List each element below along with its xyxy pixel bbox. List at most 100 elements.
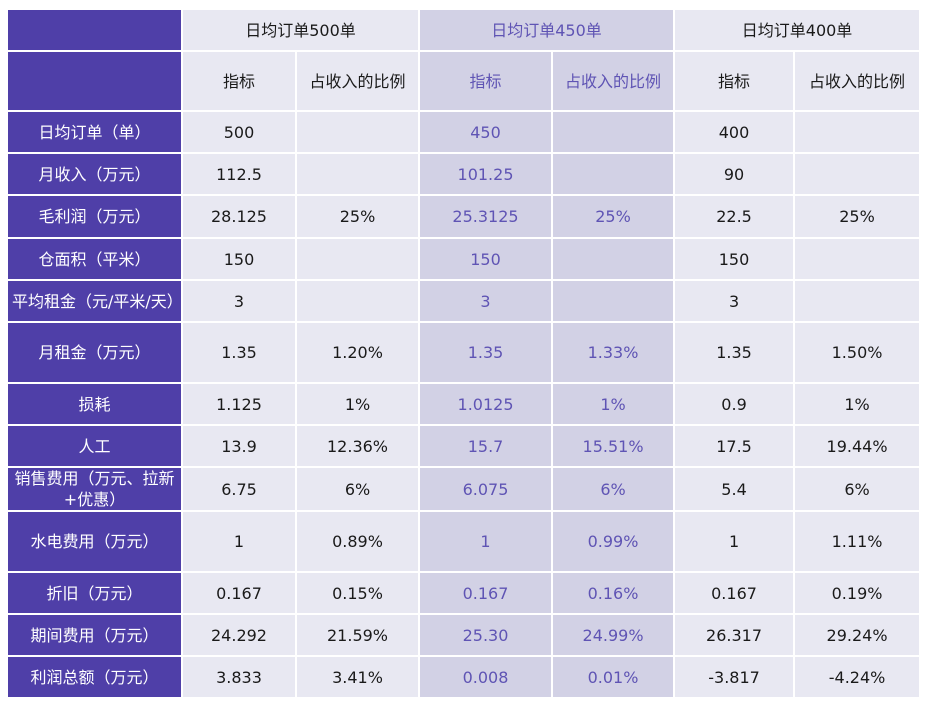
row-label: 销售费用（万元、拉新+优惠） — [8, 468, 183, 512]
cell-metric-500: 24.292 — [183, 615, 297, 657]
cell-metric-450: 0.008 — [420, 657, 554, 699]
scenario-header-500: 日均订单500单 — [183, 10, 421, 52]
subheader-metric: 指标 — [675, 52, 796, 112]
subheader-metric: 指标 — [420, 52, 554, 112]
cell-ratio-400: -4.24% — [795, 657, 922, 699]
cell-ratio-450: 0.01% — [553, 657, 676, 699]
cell-metric-450: 1.0125 — [420, 384, 554, 426]
cell-ratio-400 — [795, 154, 922, 196]
cell-metric-500: 0.167 — [183, 573, 297, 615]
cell-metric-500: 112.5 — [183, 154, 297, 196]
cell-metric-400: -3.817 — [675, 657, 796, 699]
cell-metric-500: 3 — [183, 281, 297, 323]
table-row: 人工 13.9 12.36% 15.7 15.51% 17.5 19.44% — [8, 426, 922, 468]
table-row: 销售费用（万元、拉新+优惠） 6.75 6% 6.075 6% 5.4 6% — [8, 468, 922, 512]
cell-ratio-400: 0.19% — [795, 573, 922, 615]
cell-ratio-450: 6% — [553, 468, 676, 512]
cell-metric-400: 0.9 — [675, 384, 796, 426]
scenario-header-450: 日均订单450单 — [420, 10, 676, 52]
cell-ratio-500 — [297, 239, 421, 281]
cell-metric-450: 15.7 — [420, 426, 554, 468]
subheader-ratio: 占收入的比例 — [553, 52, 676, 112]
cell-ratio-400: 1.11% — [795, 512, 922, 573]
cell-ratio-500: 12.36% — [297, 426, 421, 468]
cell-metric-450: 101.25 — [420, 154, 554, 196]
cell-ratio-450 — [553, 239, 676, 281]
cell-metric-500: 3.833 — [183, 657, 297, 699]
cell-metric-450: 6.075 — [420, 468, 554, 512]
cell-ratio-500: 6% — [297, 468, 421, 512]
cell-metric-500: 150 — [183, 239, 297, 281]
table-row: 损耗 1.125 1% 1.0125 1% 0.9 1% — [8, 384, 922, 426]
cell-ratio-450: 0.99% — [553, 512, 676, 573]
subheader-metric: 指标 — [183, 52, 297, 112]
cell-metric-450: 0.167 — [420, 573, 554, 615]
cell-metric-500: 13.9 — [183, 426, 297, 468]
table-row: 水电费用（万元） 1 0.89% 1 0.99% 1 1.11% — [8, 512, 922, 573]
cell-ratio-500 — [297, 154, 421, 196]
table-row: 毛利润（万元） 28.125 25% 25.3125 25% 22.5 25% — [8, 196, 922, 239]
subheader-ratio: 占收入的比例 — [297, 52, 421, 112]
cell-metric-400: 400 — [675, 112, 796, 154]
table-row: 期间费用（万元） 24.292 21.59% 25.30 24.99% 26.317 29.… — [8, 615, 922, 657]
cell-ratio-400: 1% — [795, 384, 922, 426]
cell-metric-450: 25.3125 — [420, 196, 554, 239]
cell-metric-400: 0.167 — [675, 573, 796, 615]
cell-ratio-400: 1.50% — [795, 323, 922, 384]
cell-ratio-450: 1% — [553, 384, 676, 426]
table-row: 日均订单（单） 500 450 400 — [8, 112, 922, 154]
table-row: 平均租金（元/平米/天） 3 3 3 — [8, 281, 922, 323]
cell-ratio-500: 0.15% — [297, 573, 421, 615]
cell-metric-400: 5.4 — [675, 468, 796, 512]
cell-metric-400: 90 — [675, 154, 796, 196]
row-label: 日均订单（单） — [8, 112, 183, 154]
cell-metric-400: 17.5 — [675, 426, 796, 468]
cell-metric-400: 150 — [675, 239, 796, 281]
cell-metric-500: 6.75 — [183, 468, 297, 512]
subheader-ratio: 占收入的比例 — [795, 52, 922, 112]
row-label: 折旧（万元） — [8, 573, 183, 615]
cell-ratio-500 — [297, 281, 421, 323]
row-label: 期间费用（万元） — [8, 615, 183, 657]
cell-ratio-400: 6% — [795, 468, 922, 512]
cell-ratio-450: 0.16% — [553, 573, 676, 615]
cell-ratio-450: 15.51% — [553, 426, 676, 468]
cell-ratio-400 — [795, 281, 922, 323]
row-label: 利润总额（万元） — [8, 657, 183, 699]
cell-metric-450: 1 — [420, 512, 554, 573]
corner-cell — [8, 10, 183, 52]
cell-ratio-500: 1% — [297, 384, 421, 426]
cell-metric-400: 1.35 — [675, 323, 796, 384]
table-row: 折旧（万元） 0.167 0.15% 0.167 0.16% 0.167 0.19% — [8, 573, 922, 615]
cell-metric-400: 26.317 — [675, 615, 796, 657]
cell-ratio-500: 3.41% — [297, 657, 421, 699]
scenario-header-row: 日均订单500单 日均订单450单 日均订单400单 — [8, 10, 922, 52]
cell-ratio-500: 1.20% — [297, 323, 421, 384]
row-label: 毛利润（万元） — [8, 196, 183, 239]
scenario-header-400: 日均订单400单 — [675, 10, 922, 52]
cell-ratio-500: 25% — [297, 196, 421, 239]
cell-metric-500: 28.125 — [183, 196, 297, 239]
row-label: 月租金（万元） — [8, 323, 183, 384]
cell-ratio-500: 21.59% — [297, 615, 421, 657]
cell-ratio-400: 29.24% — [795, 615, 922, 657]
table-row: 仓面积（平米） 150 150 150 — [8, 239, 922, 281]
scenario-comparison-table: 日均订单500单 日均订单450单 日均订单400单 指标 占收入的比例 指标 … — [8, 10, 922, 699]
cell-metric-450: 450 — [420, 112, 554, 154]
cell-metric-500: 1.125 — [183, 384, 297, 426]
row-label: 人工 — [8, 426, 183, 468]
cell-ratio-400: 25% — [795, 196, 922, 239]
cell-metric-400: 22.5 — [675, 196, 796, 239]
row-label: 水电费用（万元） — [8, 512, 183, 573]
cell-ratio-450 — [553, 112, 676, 154]
cell-ratio-500 — [297, 112, 421, 154]
cell-metric-400: 3 — [675, 281, 796, 323]
table-row: 利润总额（万元） 3.833 3.41% 0.008 0.01% -3.817 -4.24% — [8, 657, 922, 699]
cell-metric-450: 150 — [420, 239, 554, 281]
row-label: 平均租金（元/平米/天） — [8, 281, 183, 323]
cell-metric-500: 500 — [183, 112, 297, 154]
cell-ratio-450: 25% — [553, 196, 676, 239]
cell-ratio-450: 1.33% — [553, 323, 676, 384]
cell-metric-450: 3 — [420, 281, 554, 323]
cell-metric-450: 25.30 — [420, 615, 554, 657]
